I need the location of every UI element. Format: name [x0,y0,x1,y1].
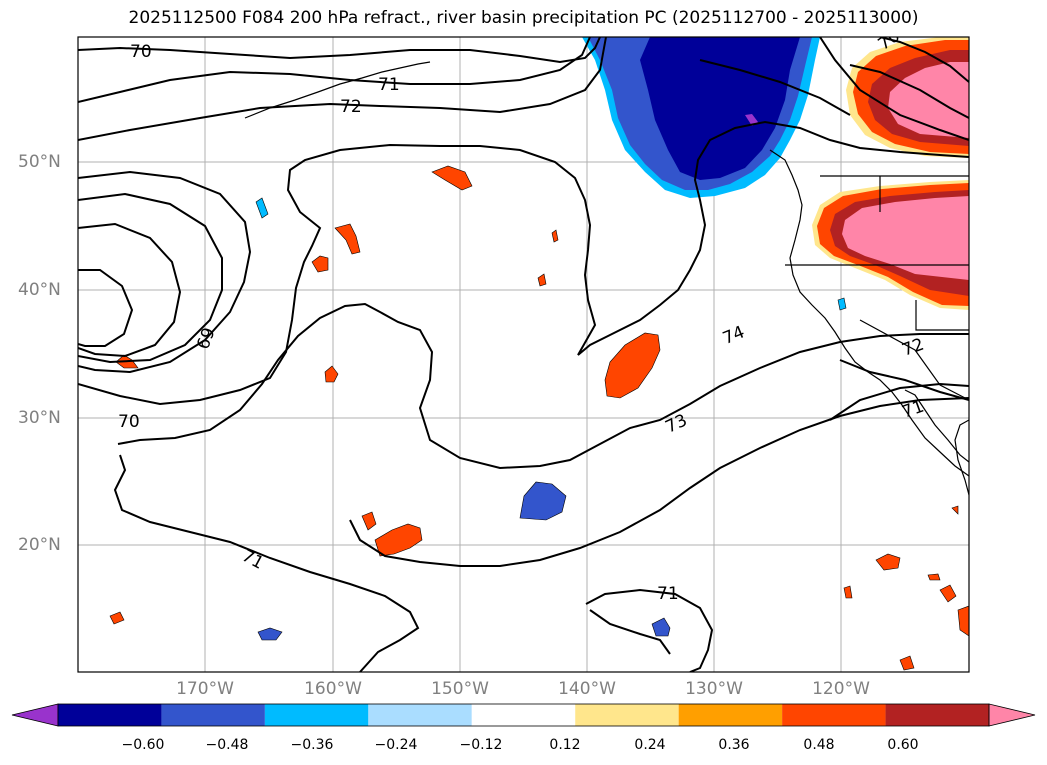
contour-label: 74 [720,322,748,349]
lat-label-30n: 30°N [18,408,61,428]
map-frame [77,36,970,673]
lon-label-130w: 130°W [685,679,743,699]
colorbar [11,703,1036,727]
contour-label: 72 [340,97,362,117]
colorbar-box [678,704,783,726]
colorbar-extend-high [988,703,1036,727]
positive-precip-patches [109,165,969,671]
colorbar-tick-label: 0.60 [887,737,919,753]
coastlines [244,61,969,496]
colorbar-tick-label: −0.60 [121,737,165,753]
contour-label: 70 [130,42,152,62]
colorbar-box [264,704,369,726]
colorbar-tick-label: 0.24 [634,737,666,753]
colorbar-extend-low [11,703,59,727]
colorbar-box [161,704,265,726]
colorbar-box [885,704,989,726]
lat-label-40n: 40°N [18,280,61,300]
lon-label-160w: 160°W [304,679,362,699]
colorbar-tick-label: 0.36 [718,737,750,753]
colorbar-outline [57,703,990,727]
contour-label: 72 [900,335,927,361]
lon-label-120w: 120°W [812,679,870,699]
negative-precip-patches [255,197,847,641]
colorbar-tick-label: 0.48 [803,737,835,753]
colorbar-box [782,704,886,726]
colorbar-box [575,704,679,726]
lon-label-170w: 170°W [176,679,234,699]
positive-precip-region-north [846,37,969,158]
contour-lines [78,37,969,672]
colorbar-tick-label: −0.24 [374,737,418,753]
contour-label: 71 [657,584,679,604]
lon-label-140w: 140°W [558,679,616,699]
lon-label-150w: 150°W [431,679,489,699]
negative-precip-region [582,37,820,198]
contour-label: 70 [118,412,140,432]
positive-precip-region-east [812,180,969,310]
colorbar-box [368,704,472,726]
contour-label: 71 [378,75,400,95]
lat-label-20n: 20°N [18,535,61,555]
colorbar-tick-label: 0.12 [549,737,581,753]
grid-lines [78,37,969,672]
colorbar-box [58,704,162,726]
contour-label: 73 [662,410,690,437]
map-title: 2025112500 F084 200 hPa refract., river … [128,8,919,28]
lat-label-50n: 50°N [18,152,61,172]
colorbar-tick-label: −0.12 [459,737,503,753]
colorbar-tick-label: −0.48 [205,737,249,753]
colorbar-box [471,704,576,726]
contour-label: 71 [238,546,266,574]
colorbar-tick-label: −0.36 [290,737,334,753]
